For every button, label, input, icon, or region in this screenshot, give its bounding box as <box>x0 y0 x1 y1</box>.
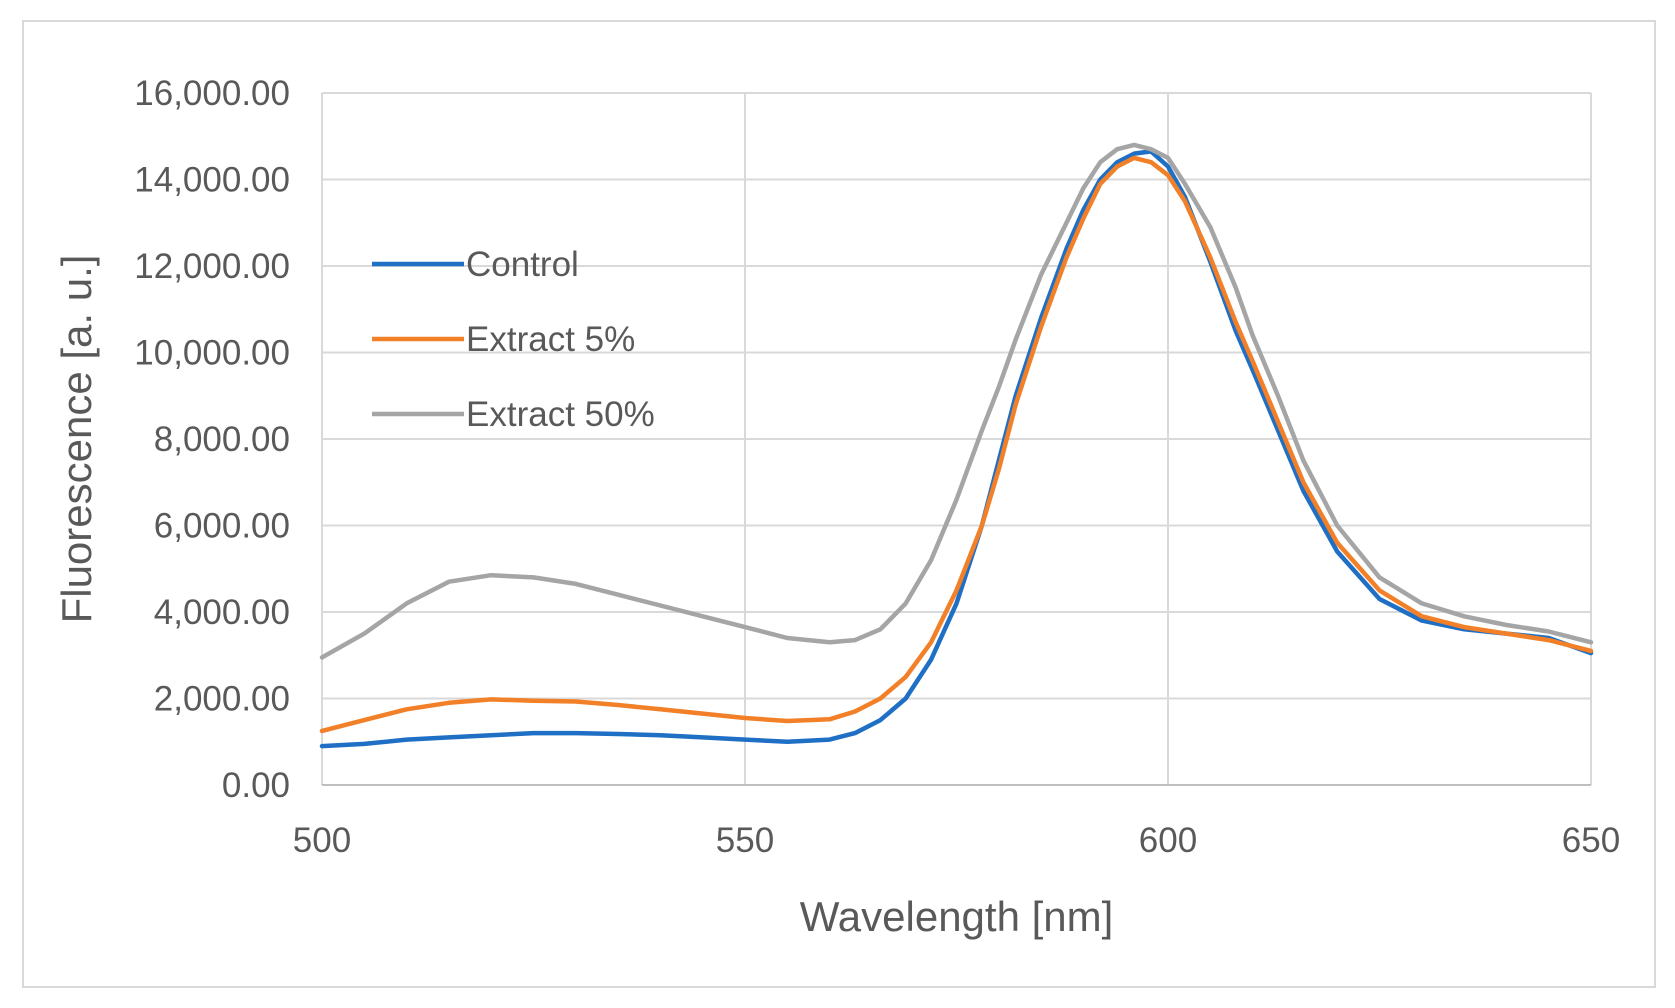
y-tick-label: 14,000.00 <box>134 161 290 200</box>
legend-label: Control <box>466 245 579 284</box>
chart-frame <box>22 20 1656 988</box>
y-axis-title: Fluorescence [a. u.] <box>53 255 100 624</box>
series-layer <box>319 142 1594 749</box>
series-line-1 <box>319 149 1594 749</box>
x-axis-title: Wavelength [nm] <box>800 893 1114 940</box>
y-tick-label: 10,000.00 <box>134 334 290 373</box>
y-tick-label: 4,000.00 <box>154 593 290 632</box>
y-tick-label: 16,000.00 <box>134 74 290 113</box>
x-tick-label: 600 <box>1139 821 1197 860</box>
x-tick-label: 550 <box>716 821 774 860</box>
series-line-2 <box>319 155 1594 734</box>
y-tick-label: 0.00 <box>222 766 290 805</box>
y-tick-label: 12,000.00 <box>134 247 290 286</box>
y-tick-label: 2,000.00 <box>154 680 290 719</box>
x-tick-label: 650 <box>1562 821 1620 860</box>
x-tick-label: 500 <box>293 821 351 860</box>
legend-label: Extract 5% <box>466 320 635 359</box>
series-line-3 <box>319 142 1594 660</box>
y-tick-label: 6,000.00 <box>154 507 290 546</box>
legend: Control Extract 5% Extract 50% <box>372 245 655 434</box>
x-axis-ticks: 500 550 600 650 <box>293 821 1620 860</box>
y-tick-label: 8,000.00 <box>154 420 290 459</box>
y-axis-ticks: 0.00 2,000.00 4,000.00 6,000.00 8,000.00 10,0… <box>134 74 290 805</box>
gridlines <box>321 92 1592 785</box>
legend-label: Extract 50% <box>466 395 655 434</box>
